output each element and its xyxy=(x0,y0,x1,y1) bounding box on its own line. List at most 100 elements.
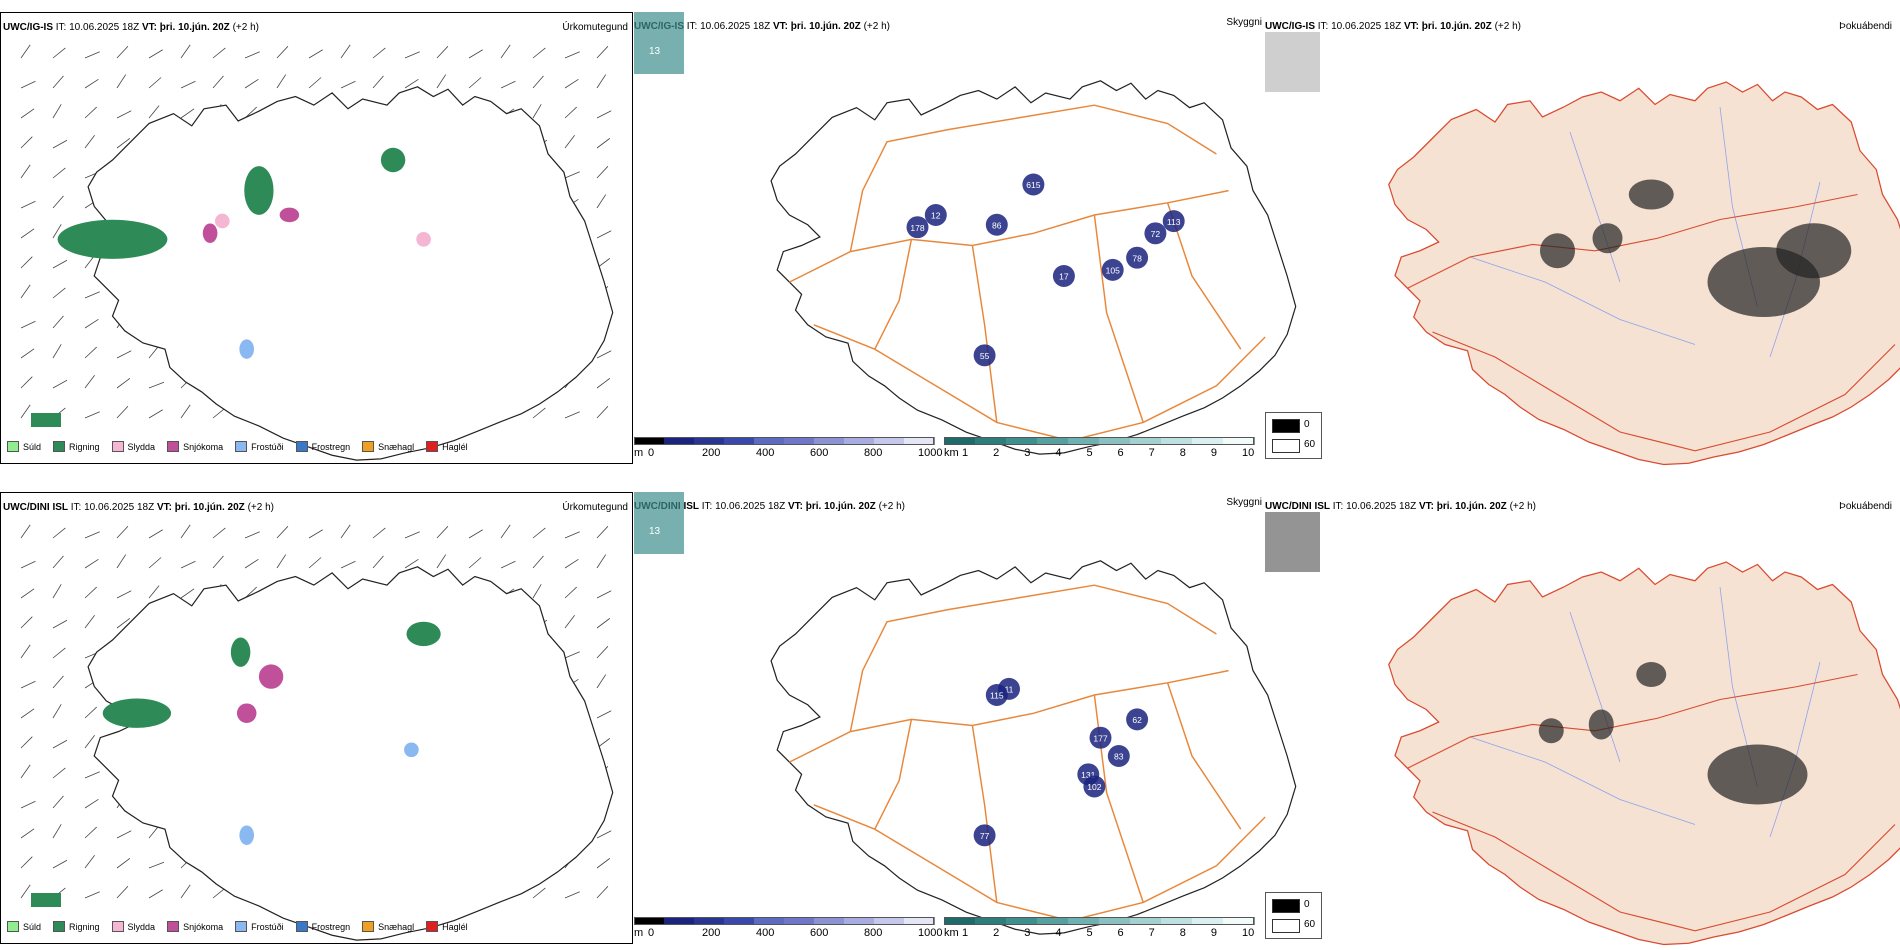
wind-barb xyxy=(52,379,68,389)
wind-barb xyxy=(84,134,95,149)
wind-barb xyxy=(596,74,607,89)
wind-barb xyxy=(564,558,579,569)
road xyxy=(971,725,998,903)
road xyxy=(874,719,913,830)
colorbar-tick: 8 xyxy=(1179,447,1186,459)
wind-barb xyxy=(436,526,449,539)
wind-barb xyxy=(372,555,384,569)
wind-barb xyxy=(20,828,35,839)
colorbar-tick: 400 xyxy=(756,447,775,459)
precip-area xyxy=(31,893,61,907)
wind-barb xyxy=(596,830,612,839)
wind-barb xyxy=(148,409,163,419)
wind-barb xyxy=(596,858,611,869)
wind-barb xyxy=(276,46,289,59)
top-visibility-panel: UWC/IG-IS IT: 10.06.2025 18Z VT: þri. 10… xyxy=(634,12,1297,464)
visibility-area xyxy=(1083,775,1106,798)
top-precip-panel: UWC/IG-IS IT: 10.06.2025 18Z VT: þri. 10… xyxy=(0,12,633,464)
legend-swatch xyxy=(53,441,66,452)
wind-barb xyxy=(116,526,129,539)
legend-item: Frostúði xyxy=(235,441,284,452)
elevation-label: 13 xyxy=(649,526,661,537)
elevation-label: 78 xyxy=(1132,253,1142,263)
coastline xyxy=(1388,81,1900,466)
fog-legend-label: 60 xyxy=(1304,919,1316,930)
wind-barb xyxy=(52,167,66,179)
elevation-label: 72 xyxy=(1151,229,1161,239)
legend-label: Snjókoma xyxy=(183,921,224,932)
wind-barb xyxy=(52,767,66,779)
iceland-map xyxy=(1388,561,1900,946)
wind-barb xyxy=(308,557,322,569)
colorbar-tick: 3 xyxy=(1024,927,1031,939)
road xyxy=(1432,331,1896,452)
visibility-area xyxy=(1162,210,1185,233)
legend-item: Frostúði xyxy=(235,921,284,932)
wind-barb xyxy=(84,374,95,389)
wind-barb xyxy=(52,139,68,149)
wind-barb xyxy=(52,739,68,749)
wind-barb xyxy=(532,104,542,119)
precip-area xyxy=(244,166,274,215)
elevation-label: 13 xyxy=(649,46,661,57)
legend-item: Rigning xyxy=(53,921,100,932)
wind-barb xyxy=(564,78,579,89)
wind-barb xyxy=(596,230,612,239)
wind-barb xyxy=(212,887,226,899)
wind-barb xyxy=(564,411,580,419)
visibility-area xyxy=(1022,173,1045,196)
legend-swatch xyxy=(426,441,439,452)
legend-label: Haglél xyxy=(442,441,468,452)
colorbar-tick: 6 xyxy=(1117,927,1124,939)
top-precip-legend: Súld Rigning Slydda Snjókoma Frostúði Frostre… xyxy=(7,441,468,452)
wind-barb xyxy=(20,44,31,59)
legend-label: Slydda xyxy=(127,441,156,452)
elevation-label: 86 xyxy=(992,220,1002,230)
road xyxy=(789,189,1229,283)
fog-area xyxy=(1628,179,1674,210)
legend-item: Súld xyxy=(7,441,41,452)
visibility-area xyxy=(1101,258,1124,281)
wind-barb xyxy=(52,824,62,839)
wind-barb xyxy=(52,259,68,269)
elevation-label: 55 xyxy=(980,351,990,361)
precip-area xyxy=(102,698,172,728)
fog-area xyxy=(1265,512,1320,572)
elevation-label: 131 xyxy=(1081,770,1095,780)
wind-barb xyxy=(20,164,31,179)
legend-label: Haglél xyxy=(442,921,468,932)
visibility-area xyxy=(1052,265,1075,287)
bottom-visibility-colorbar: km 1 2 3 4 5 6 7 8 9 10 xyxy=(944,917,1255,939)
elevation-label: 83 xyxy=(1114,752,1124,762)
top-right-header: UWC/IG-IS IT: 10.06.2025 18Z VT: þri. 10… xyxy=(1265,21,1521,32)
coastline xyxy=(1388,561,1900,946)
bottom-right-header: UWC/DINI ISL IT: 10.06.2025 18Z VT: þri.… xyxy=(1265,501,1536,512)
wind-barb xyxy=(500,44,511,59)
wind-barb xyxy=(468,77,482,89)
wind-barb xyxy=(84,771,100,779)
wind-barb xyxy=(340,560,356,569)
wind-barb xyxy=(404,558,419,569)
wind-barb xyxy=(564,106,577,119)
colorbar-frame xyxy=(944,917,1254,925)
legend-swatch xyxy=(426,921,439,932)
colorbar-tick: 2 xyxy=(993,447,1000,459)
wind-barb xyxy=(532,407,546,419)
fog-area xyxy=(1540,233,1575,269)
wind-barb xyxy=(596,350,612,359)
wind-barb xyxy=(84,734,95,749)
wind-barb xyxy=(84,411,100,419)
wind-barb xyxy=(180,404,191,419)
legend-swatch xyxy=(111,921,124,932)
elevation-label: 178 xyxy=(910,223,924,233)
wind-barb xyxy=(244,531,260,539)
precip-area xyxy=(57,219,168,259)
legend-item: Frostregn xyxy=(295,921,350,932)
wind-barb xyxy=(52,647,66,659)
fog-area xyxy=(1776,223,1852,279)
wind-barb xyxy=(596,554,607,569)
colorbar-unit: m xyxy=(634,927,644,939)
wind-barb xyxy=(500,560,516,569)
wind-barb xyxy=(52,287,66,299)
